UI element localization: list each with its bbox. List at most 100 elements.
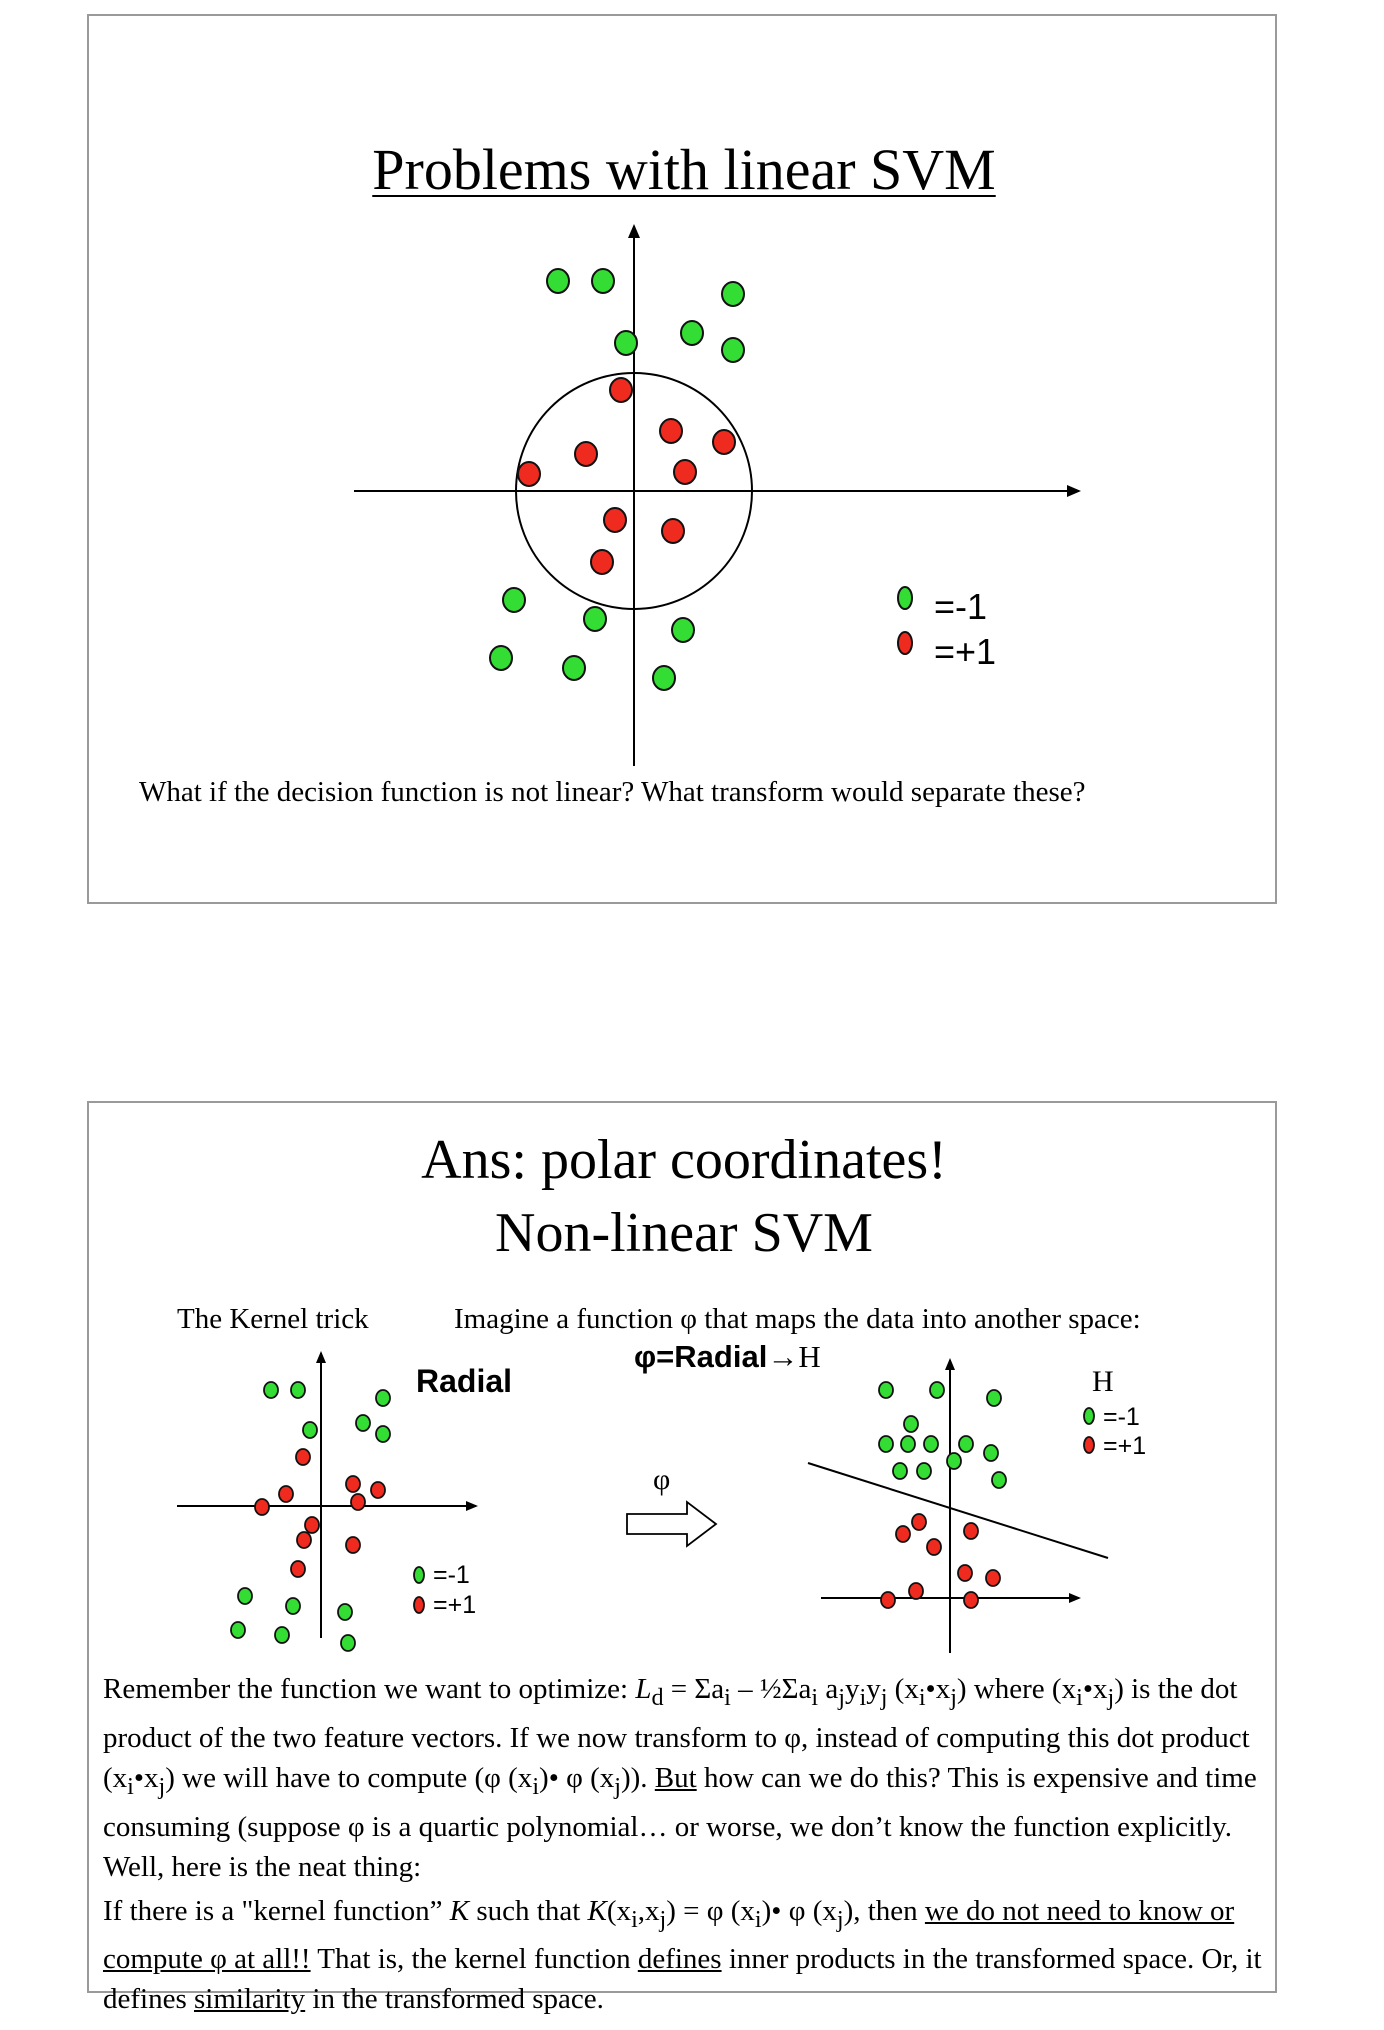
right-green-points [878,1381,1007,1489]
red-point [254,1498,270,1516]
green-point [991,1471,1007,1489]
legend-green-marker [897,586,913,610]
green-point [237,1587,253,1605]
legend-pos-label: =+1 [934,631,997,672]
slide-problems-linear-svm: Problems with linear SVM [87,14,1277,904]
red-point [304,1516,320,1534]
radial-label: Radial [416,1363,513,1399]
left-legend-neg: =-1 [433,1561,470,1589]
red-point [911,1513,927,1531]
slide-nonlinear-svm: Ans: polar coordinates! Non-linear SVM T… [87,1101,1277,2015]
legend-green-marker [413,1566,425,1584]
imagine-text: Imagine a function φ that maps the data … [454,1303,1141,1335]
green-point [900,1435,916,1453]
left-green-points [230,1381,391,1652]
green-point [652,665,676,691]
green-point [923,1435,939,1453]
green-point [502,587,526,613]
circular-data-diagram [354,224,1081,766]
red-point [603,507,627,533]
left-red-points [254,1448,386,1578]
red-point [345,1536,361,1554]
green-point [878,1381,894,1399]
red-point [574,441,598,467]
red-point [345,1475,361,1493]
red-point [712,429,736,455]
green-point [946,1452,962,1470]
red-point [290,1560,306,1578]
right-legend-neg: =-1 [1103,1403,1140,1431]
right-red-points [880,1513,1001,1609]
green-point [903,1415,919,1433]
paragraph-kernel-function: If there is a "kernel function” K such t… [103,1894,1262,2016]
red-point [296,1531,312,1549]
green-point [285,1597,301,1615]
slide-title-line2: Non-linear SVM [495,1202,873,1264]
green-point [375,1425,391,1443]
paragraph-optimize: Remember the function we want to optimiz… [103,1673,1257,1883]
red-point [963,1522,979,1540]
separating-hyperplane [807,1462,1109,1559]
red-point [661,518,685,544]
slide-title-line1: Ans: polar coordinates! [421,1129,947,1191]
red-point [985,1569,1001,1587]
red-point [517,461,541,487]
legend-red-marker [1083,1436,1095,1454]
mapping-arrow: →H [767,1339,821,1374]
green-point [680,320,704,346]
red-point [963,1591,979,1609]
green-point [290,1381,306,1399]
legend-green-marker [1083,1407,1095,1425]
red-point [957,1564,973,1582]
red-point [295,1448,311,1466]
red-point [659,418,683,444]
green-point [583,606,607,632]
legend-markers [897,586,913,655]
legend-red-marker [413,1596,425,1614]
slide-title: Problems with linear SVM [372,137,996,202]
red-point [590,549,614,575]
red-point [370,1481,386,1499]
green-point [892,1462,908,1480]
red-point [908,1582,924,1600]
kernel-trick-diagram [177,1351,1109,1653]
green-point [355,1414,371,1432]
left-legend-markers [413,1566,425,1614]
kernel-trick-label: The Kernel trick [177,1303,369,1335]
green-point [986,1389,1002,1407]
green-points [489,268,745,691]
right-legend-markers [1083,1407,1095,1454]
green-point [274,1626,290,1644]
green-point [337,1603,353,1621]
red-point [880,1591,896,1609]
red-point [926,1538,942,1556]
legend-neg-label: =-1 [934,586,988,627]
right-legend-pos: =+1 [1103,1432,1147,1460]
red-point [895,1525,911,1543]
green-point [721,337,745,363]
green-point [546,268,570,294]
green-point [916,1462,932,1480]
phi-arrow-label: φ [653,1463,671,1496]
h-space-label: H [1092,1365,1114,1398]
green-point [929,1381,945,1399]
explanation-body: Remember the function we want to optimiz… [103,1669,1273,2019]
left-legend-pos: =+1 [433,1591,477,1619]
green-point [671,617,695,643]
legend-red-marker [897,631,913,655]
red-point [673,459,697,485]
green-point [340,1634,356,1652]
question-text: What if the decision function is not lin… [139,776,1086,808]
green-point [591,268,615,294]
mapping-label: φ=Radial→H [634,1339,821,1375]
green-point [983,1444,999,1462]
green-point [263,1381,279,1399]
red-points [517,377,736,575]
decision-circle [515,372,753,610]
red-point [609,377,633,403]
green-point [302,1421,318,1439]
green-point [489,645,513,671]
green-point [230,1621,246,1639]
mapping-bold: φ=Radial [634,1339,768,1374]
red-point [278,1485,294,1503]
